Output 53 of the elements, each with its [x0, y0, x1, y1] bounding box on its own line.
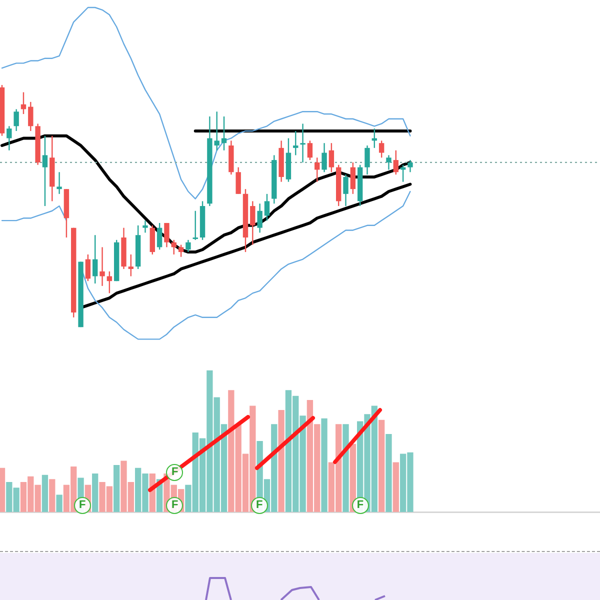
candlestick	[393, 150, 398, 176]
bar	[0, 468, 6, 512]
candlestick	[6, 126, 12, 151]
annotation: F	[166, 464, 184, 481]
bar	[42, 474, 48, 512]
candlestick	[307, 140, 313, 161]
candlestick	[92, 234, 98, 284]
candlestick	[192, 210, 198, 241]
bar	[92, 474, 98, 512]
candlestick	[378, 140, 384, 158]
candlestick	[56, 172, 62, 195]
candlestick	[408, 159, 413, 173]
candlestick	[178, 244, 184, 258]
candlestick	[250, 200, 256, 246]
candlestick	[214, 111, 220, 151]
candlestick	[236, 166, 241, 195]
annotation: F	[352, 497, 369, 514]
candlestick	[386, 154, 392, 170]
candlestick	[100, 246, 105, 287]
candlestick	[28, 101, 34, 132]
candlestick	[343, 174, 348, 207]
candlestick	[164, 222, 170, 248]
candlestick	[14, 108, 19, 132]
candlestick	[264, 193, 270, 222]
bar	[278, 410, 284, 512]
bar	[321, 418, 328, 512]
candlestick	[106, 270, 112, 294]
candlestick	[372, 128, 378, 149]
candlestick	[300, 123, 306, 164]
candlestick	[128, 254, 134, 277]
bar	[392, 462, 399, 512]
candlestick	[142, 220, 148, 234]
bar	[342, 424, 349, 512]
candlestick	[293, 130, 298, 156]
bar	[49, 479, 56, 512]
annotation: F	[250, 497, 268, 514]
candlestick	[314, 157, 320, 182]
candlestick	[156, 222, 162, 250]
bar	[114, 465, 120, 512]
candlestick	[85, 254, 91, 282]
annotation: F	[166, 497, 184, 514]
candlestick	[221, 116, 227, 151]
candlestick	[328, 142, 334, 173]
candlestick	[350, 162, 356, 195]
candlestick	[42, 135, 48, 207]
annotation: F	[74, 497, 91, 514]
candlestick	[257, 203, 262, 234]
candlestick	[364, 144, 370, 176]
bar	[378, 420, 385, 512]
candlestick	[322, 142, 327, 173]
bar	[56, 494, 62, 512]
candlestick	[186, 239, 191, 253]
bar	[386, 434, 392, 512]
